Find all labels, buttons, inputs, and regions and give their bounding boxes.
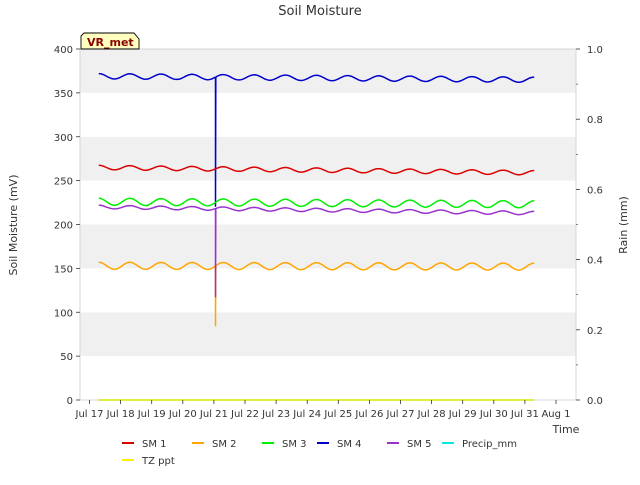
x-tick-label-0: Jul 17 — [75, 409, 104, 420]
series-line-sm-3 — [98, 197, 535, 209]
plot-background-bands — [80, 49, 576, 400]
band-6 — [80, 92, 576, 137]
legend-label-tz-ppt: TZ ppt — [141, 456, 175, 467]
series-line-sm-4 — [98, 72, 535, 207]
chart-title: Soil Moisture — [278, 4, 362, 19]
legend-label-sm-5: SM 5 — [407, 439, 432, 450]
y-tick-label-0: 0 — [67, 396, 73, 407]
band-7 — [80, 49, 576, 93]
band-2 — [80, 268, 576, 313]
y2-tick-label-0.2: 0.2 — [587, 326, 603, 337]
y2-tick-label-0: 0.0 — [587, 396, 603, 407]
y-tick-label-300: 300 — [54, 133, 73, 144]
series-line-sm-2 — [98, 261, 535, 327]
x-tick-label-14: Jul 31 — [510, 409, 539, 420]
y-tick-label-200: 200 — [54, 221, 73, 232]
x-tick-label-7: Jul 24 — [292, 409, 321, 420]
x-tick-label-4: Jul 21 — [199, 409, 228, 420]
x-tick-label-12: Jul 29 — [448, 409, 477, 420]
band-5 — [80, 136, 576, 181]
site-label-box — [80, 32, 140, 50]
y2-tick-label-0.4: 0.4 — [587, 256, 603, 267]
x-tick-label-15: Aug 1 — [541, 409, 570, 420]
x-tick-label-13: Jul 30 — [479, 409, 508, 420]
y2-tick-label-0.6: 0.6 — [587, 185, 603, 196]
y-tick-label-350: 350 — [54, 89, 73, 100]
site-label-text: VR_met — [87, 36, 134, 49]
y-axis-label: Soil Moisture (mV) — [7, 175, 20, 276]
y-tick-label-400: 400 — [54, 45, 73, 56]
y-tick-label-250: 250 — [54, 177, 73, 188]
y2-tick-label-0.8: 0.8 — [587, 115, 603, 126]
legend-label-sm-1: SM 1 — [142, 439, 167, 450]
x-tick-label-11: Jul 28 — [417, 409, 446, 420]
x-axis-label: Time — [552, 423, 580, 436]
band-0 — [80, 356, 576, 400]
axes-layer: 0 50 100 150 200 250 300 350 400 0.0 0.2 0.4 0.6 0.8 1… — [54, 45, 603, 420]
band-1 — [80, 312, 576, 357]
x-tick-label-6: Jul 23 — [261, 409, 290, 420]
series-line-sm-1 — [98, 164, 535, 176]
x-tick-label-10: Jul 27 — [386, 409, 415, 420]
band-4 — [80, 180, 576, 225]
x-tick-label-2: Jul 19 — [137, 409, 166, 420]
legend: SM 1 SM 2 SM 3 SM 4 SM 5 Precip_mm TZ ppt — [122, 439, 517, 467]
series-line-sm-5 — [98, 204, 535, 298]
site-label-badge: VR_met — [80, 32, 140, 50]
legend-label-sm-4: SM 4 — [337, 439, 362, 450]
y-tick-label-150: 150 — [54, 264, 73, 275]
y2-tick-label-1: 1.0 — [587, 45, 603, 56]
legend-label-sm-3: SM 3 — [282, 439, 307, 450]
x-tick-label-8: Jul 25 — [323, 409, 352, 420]
y2-axis-label: Rain (mm) — [617, 196, 630, 254]
legend-label-precip-mm: Precip_mm — [462, 439, 517, 450]
band-3 — [80, 224, 576, 269]
x-tick-label-9: Jul 26 — [354, 409, 383, 420]
legend-label-sm-2: SM 2 — [212, 439, 237, 450]
x-tick-label-3: Jul 20 — [168, 409, 197, 420]
x-tick-label-5: Jul 22 — [230, 409, 259, 420]
series-layer — [98, 72, 535, 401]
x-tick-label-1: Jul 18 — [106, 409, 135, 420]
y-tick-label-100: 100 — [54, 308, 73, 319]
y-tick-label-50: 50 — [60, 352, 73, 363]
